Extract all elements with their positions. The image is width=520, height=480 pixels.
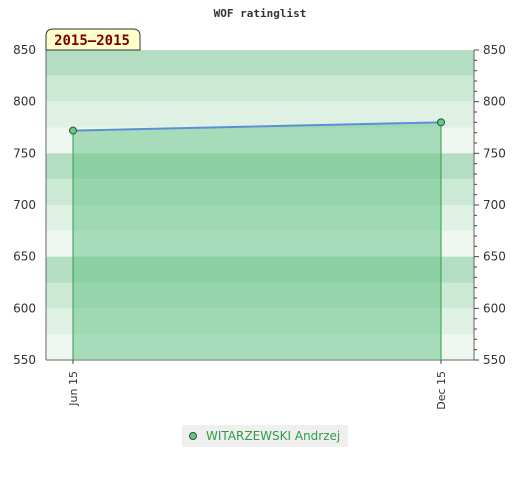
chart-title: WOF ratinglist: [214, 7, 307, 20]
y-tick-label-right: 850: [483, 43, 506, 57]
y-tick-label: 800: [13, 95, 36, 109]
y-tick-label: 550: [13, 353, 36, 367]
y-tick-label-right: 550: [483, 353, 506, 367]
y-tick-label-right: 650: [483, 250, 506, 264]
y-tick-label-right: 800: [483, 95, 506, 109]
series-line: [72, 121, 442, 132]
data-point: [69, 126, 77, 135]
y-tick-label: 600: [13, 301, 36, 315]
legend-label: WITARZEWSKI Andrzej: [206, 429, 341, 443]
y-tick-label-right: 700: [483, 198, 506, 212]
legend[interactable]: WITARZEWSKI Andrzej: [182, 425, 349, 447]
y-tick-label-right: 600: [483, 301, 506, 315]
period-badge: 2015–2015: [45, 28, 141, 51]
x-axis: Jun 15 Dec 15: [67, 360, 448, 410]
x-tick-label: Jun 15: [67, 371, 80, 407]
y-tick-label: 650: [13, 250, 36, 264]
grid-band: [46, 50, 474, 76]
grid-band: [46, 75, 474, 102]
y-tick-label: 850: [13, 43, 36, 57]
series-area: [69, 118, 445, 360]
period-label: 2015–2015: [54, 33, 130, 49]
y-tick-label: 750: [13, 146, 36, 160]
y-tick-label-right: 750: [483, 146, 506, 160]
y-axis-right: 550 600 650 700 750 800 850: [474, 43, 506, 367]
legend-marker-icon: [189, 432, 197, 440]
x-tick-label: Dec 15: [435, 371, 448, 410]
y-tick-label: 700: [13, 198, 36, 212]
series-area-fill: [73, 122, 441, 360]
data-point: [437, 118, 445, 127]
y-axis-left: 550 600 650 700 750 800 850: [13, 43, 36, 367]
